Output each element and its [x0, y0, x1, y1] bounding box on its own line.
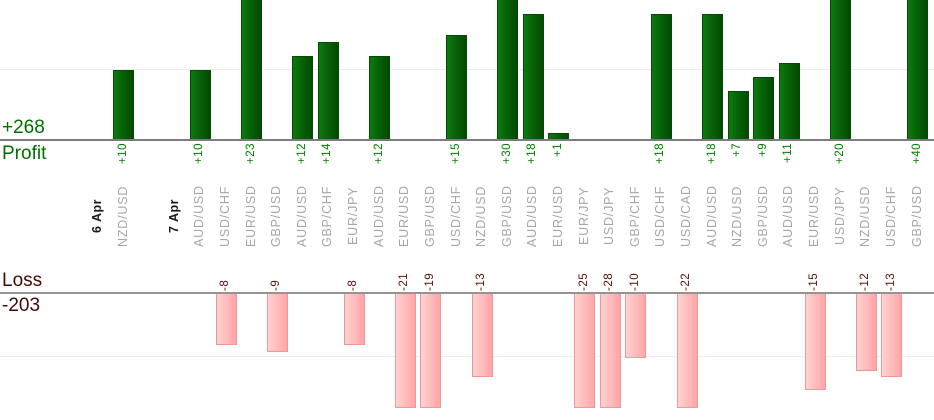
loss-value-label: -15	[808, 272, 821, 291]
loss-bar	[215, 294, 237, 345]
x-axis-pair-label: AUD/USD	[371, 185, 386, 247]
loss-bar	[855, 294, 877, 371]
loss-value-label: -13	[475, 272, 488, 291]
profit-bar	[522, 14, 544, 140]
profit-bar	[189, 70, 211, 140]
loss-bar	[420, 294, 442, 408]
loss-bar	[625, 294, 647, 358]
x-axis-pair-label: EUR/USD	[807, 185, 822, 247]
loss-value-label: -28	[603, 272, 616, 291]
x-axis-pair-label: USD/CHF	[218, 185, 233, 247]
x-axis-pair-label: USD/JPY	[602, 186, 617, 246]
x-axis-pair-label: USD/CHF	[883, 185, 898, 247]
x-axis-pair-label: GBP/USD	[909, 185, 924, 247]
loss-bar	[471, 294, 493, 377]
x-axis-pair-label: USD/CAD	[679, 185, 694, 247]
x-axis-pair-label: EUR/USD	[550, 185, 565, 247]
profit-bar	[113, 70, 135, 140]
loss-value-label: -25	[577, 272, 590, 291]
x-axis-pair-label: EUR/JPY	[346, 186, 361, 246]
x-axis-pair-label: AUD/USD	[294, 185, 309, 247]
x-axis-pair-label: GBP/CHF	[627, 185, 642, 247]
loss-bar	[343, 294, 365, 345]
profit-bar	[446, 35, 468, 140]
x-axis-pair-label: AUD/USD	[781, 185, 796, 247]
x-axis-pair-label: USD/CHF	[653, 185, 668, 247]
profit-bar	[753, 77, 775, 140]
loss-bar	[599, 294, 621, 408]
profit-bar	[369, 56, 391, 140]
profit-bar	[830, 0, 852, 140]
profit-bar	[317, 42, 339, 140]
profit-total: +268	[2, 117, 45, 138]
loss-value-label: -21	[398, 272, 411, 291]
x-axis-pair-label: EUR/JPY	[576, 186, 591, 246]
loss-value-label: -22	[680, 272, 693, 291]
profit-bar	[702, 14, 724, 140]
loss-bar	[804, 294, 826, 390]
profit-bar	[778, 63, 800, 140]
x-axis-pair-label: NZD/USD	[858, 185, 873, 247]
loss-total: -203	[2, 295, 41, 316]
profit-bar	[497, 0, 519, 140]
x-axis-pair-label: EUR/USD	[397, 185, 412, 247]
x-axis-pair-label: NZD/USD	[730, 185, 745, 247]
loss-value-label: -12	[859, 272, 872, 291]
profit-baseline	[0, 139, 934, 141]
loss-value-label: -10	[628, 272, 641, 291]
x-axis-pair-label: GBP/USD	[499, 185, 514, 247]
loss-bar	[394, 294, 416, 408]
loss-bar	[881, 294, 903, 377]
x-axis-pair-label: GBP/USD	[755, 185, 770, 247]
x-axis-pair-label: AUD/USD	[704, 185, 719, 247]
profit-row-title: Profit	[2, 143, 47, 164]
loss-baseline	[0, 292, 934, 294]
loss-value-label: -8	[347, 279, 360, 291]
x-axis-pair-label: GBP/USD	[269, 185, 284, 247]
loss-gridline	[0, 356, 934, 357]
x-axis-pair-label: GBP/USD	[422, 185, 437, 247]
x-axis-pair-label: AUD/USD	[192, 185, 207, 247]
x-axis-pair-label: EUR/USD	[243, 185, 258, 247]
x-axis-date-label: 6 Apr	[90, 199, 104, 233]
loss-bar	[676, 294, 698, 408]
loss-value-label: -19	[423, 272, 436, 291]
profit-bar	[727, 91, 749, 140]
loss-value-label: -8	[219, 279, 232, 291]
loss-bar	[574, 294, 596, 408]
x-axis-pair-label: GBP/CHF	[320, 185, 335, 247]
x-axis-pair-label: NZD/USD	[115, 185, 130, 247]
profit-bar	[548, 133, 570, 140]
x-axis-date-label: 7 Apr	[166, 199, 181, 233]
profit-bar	[650, 14, 672, 140]
x-axis-pair-label: NZD/USD	[474, 185, 489, 247]
profit-bar	[241, 0, 263, 140]
x-axis-pair-label: USD/JPY	[832, 186, 847, 246]
loss-value-label: -9	[270, 279, 283, 291]
profit-bar	[907, 0, 929, 140]
x-axis-pair-label: AUD/USD	[525, 185, 540, 247]
profit-bar	[292, 56, 314, 140]
loss-value-label: -13	[884, 272, 897, 291]
loss-row-title: Loss	[2, 270, 43, 291]
x-axis-pair-label: USD/CHF	[448, 185, 463, 247]
loss-bar	[266, 294, 288, 352]
